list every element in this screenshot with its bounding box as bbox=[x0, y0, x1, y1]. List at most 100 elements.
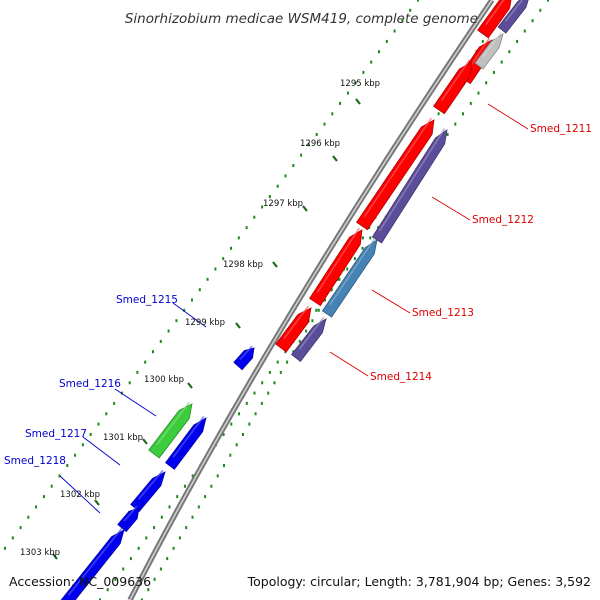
tick-dot bbox=[74, 453, 77, 457]
forward-gene-leader bbox=[329, 351, 369, 377]
tick-dot bbox=[481, 39, 484, 43]
tick-dot bbox=[27, 515, 30, 519]
tick-dot bbox=[500, 60, 503, 64]
tick-dot bbox=[4, 546, 6, 550]
tick-dot bbox=[184, 484, 186, 488]
tick-dot bbox=[175, 319, 178, 323]
tick-dot bbox=[254, 412, 257, 416]
map-title: Sinorhizobium medicae WSM419, complete g… bbox=[125, 11, 478, 27]
tick-dot bbox=[516, 39, 519, 43]
tick-dot bbox=[284, 174, 287, 178]
tick-dot bbox=[268, 195, 271, 199]
tick-dot bbox=[129, 557, 132, 561]
tick-dot bbox=[361, 246, 364, 250]
kbp-label: 1303 kbp bbox=[20, 548, 60, 558]
forward-gene-label: Smed_1213 bbox=[412, 307, 474, 319]
forward-gene-arrow-shine bbox=[316, 227, 360, 294]
tick-dot bbox=[242, 433, 244, 436]
kbp-label: 1298 kbp bbox=[223, 260, 263, 270]
tick-dot bbox=[237, 236, 240, 240]
tick-dot bbox=[216, 474, 219, 478]
tick-dot bbox=[261, 381, 264, 385]
forward-gene-label: Smed_1212 bbox=[472, 214, 534, 226]
grey-feature-bar-shine bbox=[481, 32, 502, 58]
tick-dot bbox=[286, 360, 289, 364]
tick-dot bbox=[547, 0, 549, 2]
tick-dot bbox=[298, 339, 301, 343]
tick-dot bbox=[204, 495, 207, 499]
kbp-label: 1301 kbp bbox=[103, 433, 143, 443]
forward-gene-leader bbox=[371, 289, 411, 314]
reverse-gene-arrow-shine bbox=[67, 527, 123, 596]
reverse-gene-leader bbox=[59, 475, 101, 514]
gene-features bbox=[60, 0, 529, 600]
reverse-gene-arrow bbox=[233, 347, 255, 371]
major-tick bbox=[235, 322, 241, 329]
genome-backbone bbox=[127, 0, 495, 600]
tick-dot bbox=[122, 567, 125, 571]
tick-dot bbox=[222, 257, 225, 261]
tick-dot bbox=[144, 360, 147, 364]
tick-dot bbox=[178, 536, 181, 540]
tick-dot bbox=[276, 184, 279, 188]
tick-dot bbox=[58, 474, 61, 478]
major-tick bbox=[332, 155, 338, 162]
tick-dot bbox=[492, 70, 495, 74]
tick-dot bbox=[197, 505, 200, 509]
cog-gene-bar-shine bbox=[298, 316, 325, 350]
tick-dot bbox=[191, 515, 194, 519]
forward-gene-arrow bbox=[356, 119, 435, 231]
reverse-gene-arrow bbox=[117, 507, 140, 533]
reverse-gene-arrow bbox=[130, 471, 166, 513]
tick-dot bbox=[385, 39, 388, 43]
cog-gene-bar-shine bbox=[504, 0, 524, 22]
reverse-gene-arrow bbox=[165, 417, 207, 470]
tick-dot bbox=[323, 122, 326, 126]
tick-dot bbox=[35, 505, 38, 509]
tick-dot bbox=[153, 526, 156, 530]
tick-dot bbox=[136, 370, 139, 374]
major-tick bbox=[355, 98, 361, 105]
tick-dot bbox=[222, 433, 225, 436]
tick-dot bbox=[346, 267, 349, 271]
tick-dot bbox=[362, 70, 365, 74]
tick-dot bbox=[168, 505, 171, 509]
reverse-gene-arrow-green bbox=[148, 403, 193, 459]
tick-dot bbox=[153, 577, 156, 581]
cog-gene-bar bbox=[321, 239, 378, 318]
major-tick bbox=[142, 438, 148, 445]
tick-dot bbox=[393, 29, 396, 33]
tick-dot bbox=[353, 257, 356, 261]
tick-dot bbox=[361, 236, 364, 240]
tick-dot bbox=[346, 91, 349, 95]
major-tick bbox=[94, 499, 100, 506]
tick-dot bbox=[114, 577, 117, 581]
tick-dot bbox=[315, 308, 318, 312]
reverse-gene-label: Smed_1215 bbox=[116, 294, 178, 306]
tick-dot bbox=[166, 557, 169, 561]
tick-dot bbox=[206, 277, 209, 281]
major-tick bbox=[187, 382, 193, 389]
tick-dot bbox=[229, 453, 232, 457]
major-tick bbox=[52, 553, 58, 560]
forward-gene-label: Smed_1211 bbox=[530, 123, 592, 135]
forward-gene-arrow bbox=[477, 0, 512, 39]
genome-summary: Topology: circular; Length: 3,781,904 bp… bbox=[247, 574, 591, 589]
tick-dot-tracks bbox=[4, 0, 549, 600]
tick-dot bbox=[315, 133, 318, 136]
label-leaders bbox=[59, 103, 529, 514]
cog-gene-bar-shine bbox=[329, 238, 376, 306]
tick-dot bbox=[89, 433, 92, 436]
tick-marks bbox=[52, 98, 361, 560]
tick-dot bbox=[369, 236, 372, 240]
tick-dot bbox=[223, 464, 225, 467]
tick-dot bbox=[176, 495, 179, 499]
forward-gene-label: Smed_1214 bbox=[370, 371, 432, 383]
tick-dot bbox=[446, 133, 449, 136]
tick-dot bbox=[97, 422, 100, 426]
tick-dot bbox=[214, 267, 217, 271]
tick-dot bbox=[128, 381, 131, 385]
kbp-label: 1297 kbp bbox=[263, 199, 303, 209]
forward-gene-arrow-shine bbox=[283, 305, 310, 340]
tick-dot bbox=[245, 401, 248, 405]
